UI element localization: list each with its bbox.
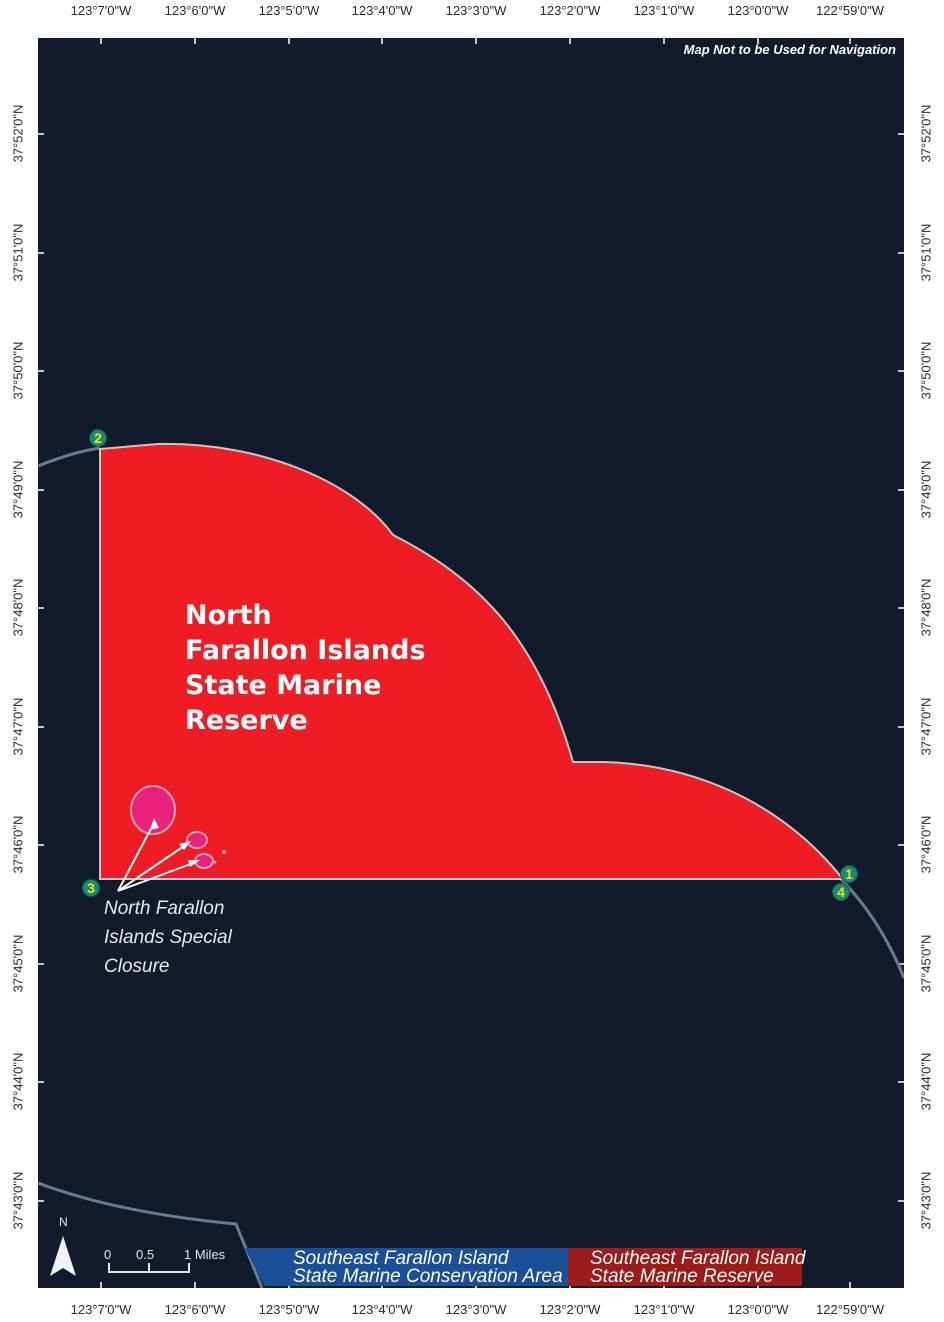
scale-tick <box>148 1263 150 1273</box>
latitude-tick: 37°50'0"N <box>10 341 26 400</box>
scale-label: 1 Miles <box>184 1247 226 1262</box>
boundary-arc-south <box>38 1181 264 1288</box>
north-label: N <box>59 1215 68 1229</box>
reserve-title-line: Reserve <box>185 705 308 736</box>
latitude-tick: 37°45'0"N <box>10 934 26 993</box>
latitude-tick: 37°49'0"N <box>10 460 26 519</box>
latitude-tick: 37°48'0"N <box>10 578 26 637</box>
scale-bar: 0 0.5 1 Miles <box>104 1245 226 1285</box>
longitude-tick: 123°7'0"W <box>70 1302 132 1317</box>
latitude-tick: 37°43'0"N <box>918 1171 934 1230</box>
legend-smca-line: State Marine Conservation Area <box>293 1266 563 1287</box>
longitude-tick: 122°59'0"W <box>816 3 884 18</box>
latitude-tick: 37°52'0"N <box>10 104 26 163</box>
longitude-tick: 123°4'0"W <box>351 1302 413 1317</box>
point-marker-4[interactable]: 4 <box>832 883 850 901</box>
latitude-tick: 37°44'0"N <box>10 1052 26 1111</box>
north-arrow-icon: N <box>46 1214 80 1284</box>
latitude-tick: 37°50'0"N <box>918 341 934 400</box>
longitude-tick: 123°6'0"W <box>164 1302 226 1317</box>
closure-arrows <box>117 822 197 892</box>
latitude-tick: 37°47'0"N <box>10 697 26 756</box>
latitude-tick: 37°43'0"N <box>10 1171 26 1230</box>
scale-label: 0 <box>104 1247 112 1262</box>
map-canvas[interactable]: Map Not to be Used for Navigation North … <box>38 38 904 1288</box>
legend-smca-line: Southeast Farallon Island <box>293 1248 509 1269</box>
closure-label-line: North Farallon <box>104 898 225 919</box>
longitude-tick: 123°2'0"W <box>539 1302 601 1317</box>
reserve-title-line: North <box>185 600 272 631</box>
latitude-tick: 37°47'0"N <box>918 697 934 756</box>
longitude-tick: 123°0'0"W <box>727 1302 789 1317</box>
legend-smr-text: Southeast Farallon Island State Marine R… <box>590 1248 806 1287</box>
legend-smr-line: Southeast Farallon Island <box>590 1248 806 1269</box>
legend-smca: Southeast Farallon Island State Marine C… <box>245 1248 568 1286</box>
scale-label: 0.5 <box>136 1247 155 1262</box>
reserve-area <box>99 442 846 880</box>
latitude-tick: 37°46'0"N <box>918 815 934 874</box>
reserve-title-line: Farallon Islands <box>185 635 426 666</box>
special-closure-label: North Farallon Islands Special Closure <box>104 894 264 981</box>
longitude-tick: 123°6'0"W <box>164 3 226 18</box>
boundary-arc-north <box>38 446 101 468</box>
legend-smr: Southeast Farallon Island State Marine R… <box>568 1248 806 1287</box>
closure-label-line: Islands Special <box>104 927 232 948</box>
longitude-tick: 122°59'0"W <box>816 1302 884 1317</box>
closure-island-1 <box>130 785 176 835</box>
latitude-tick: 37°51'0"N <box>918 223 934 282</box>
closure-label-line: Closure <box>104 956 170 977</box>
closure-island-2 <box>186 831 208 849</box>
closure-island-5 <box>213 860 217 864</box>
closure-island-4 <box>222 850 226 854</box>
reserve-title: North Farallon Islands State Marine Rese… <box>185 598 465 738</box>
map-graphics <box>38 38 904 1288</box>
longitude-tick: 123°5'0"W <box>258 1302 320 1317</box>
point-marker-1[interactable]: 1 <box>840 865 858 883</box>
longitude-tick: 123°7'0"W <box>70 3 132 18</box>
longitude-tick: 123°1'0"W <box>633 1302 695 1317</box>
longitude-tick: 123°0'0"W <box>727 3 789 18</box>
longitude-tick: 123°3'0"W <box>445 1302 507 1317</box>
scale-tick <box>188 1263 190 1273</box>
legend-smca-text: Southeast Farallon Island State Marine C… <box>293 1248 563 1287</box>
latitude-tick: 37°52'0"N <box>918 104 934 163</box>
latitude-tick: 37°48'0"N <box>918 578 934 637</box>
reserve-title-line: State Marine <box>185 670 382 701</box>
point-marker-2[interactable]: 2 <box>89 429 107 447</box>
navigation-disclaimer: Map Not to be Used for Navigation <box>683 42 896 57</box>
latitude-tick: 37°46'0"N <box>10 815 26 874</box>
latitude-tick: 37°51'0"N <box>10 223 26 282</box>
longitude-tick: 123°5'0"W <box>258 3 320 18</box>
longitude-tick: 123°3'0"W <box>445 3 507 18</box>
frame-tick-marks <box>38 38 904 1288</box>
point-marker-3[interactable]: 3 <box>82 879 100 897</box>
longitude-tick: 123°1'0"W <box>633 3 695 18</box>
latitude-tick: 37°49'0"N <box>918 460 934 519</box>
longitude-tick: 123°2'0"W <box>539 3 601 18</box>
longitude-tick: 123°4'0"W <box>351 3 413 18</box>
legend-smr-line: State Marine Reserve <box>590 1266 774 1287</box>
latitude-tick: 37°44'0"N <box>918 1052 934 1111</box>
arrow-heads <box>150 818 200 867</box>
scale-tick <box>108 1263 110 1273</box>
latitude-tick: 37°45'0"N <box>918 934 934 993</box>
